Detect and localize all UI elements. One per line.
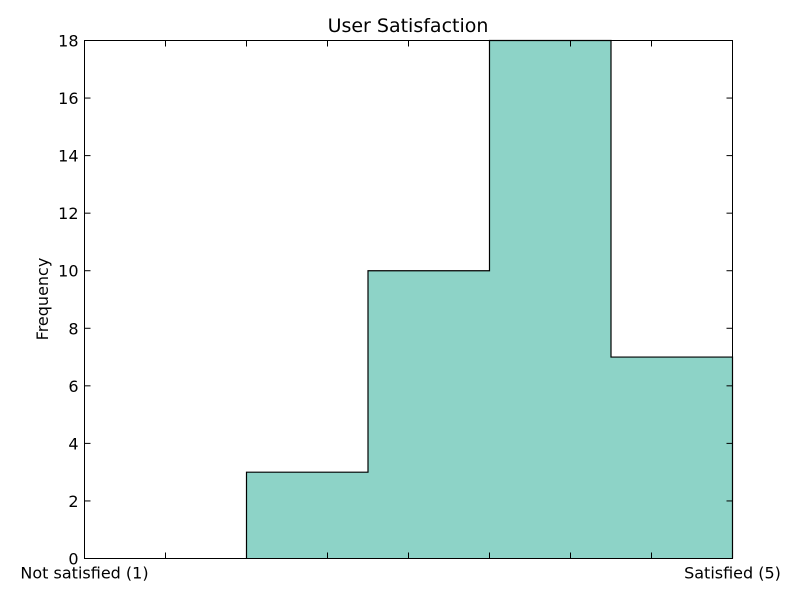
y-tick-label: 8 <box>68 319 78 338</box>
bars-layer <box>245 39 734 559</box>
plot-frame <box>84 40 733 559</box>
y-tick-label: 16 <box>58 89 78 108</box>
y-tick-label: 12 <box>58 204 78 223</box>
y-tick-label: 2 <box>68 492 78 511</box>
y-tick-label: 18 <box>58 32 78 51</box>
y-tick-label: 0 <box>68 550 78 569</box>
y-tick-label: 14 <box>58 147 78 166</box>
x-tick-label: Satisfied (5) <box>684 564 781 583</box>
y-axis-title: Frequency <box>33 258 52 341</box>
chart-title: User Satisfaction <box>328 15 489 37</box>
x-tick-label: Not satisfied (1) <box>20 564 148 583</box>
y-tick-label: 4 <box>68 434 78 453</box>
histogram-bar <box>246 472 368 559</box>
histogram-bar <box>611 357 733 559</box>
histogram-outline <box>245 39 734 559</box>
ticks-layer: 0 2 4 6 8 10 12 14 16 18 Not satisfied (1) Satisfie… <box>20 32 780 583</box>
histogram-bar <box>489 40 611 559</box>
y-tick-label: 10 <box>58 262 78 281</box>
y-tick-label: 6 <box>68 377 78 396</box>
histogram-bar <box>368 270 490 559</box>
